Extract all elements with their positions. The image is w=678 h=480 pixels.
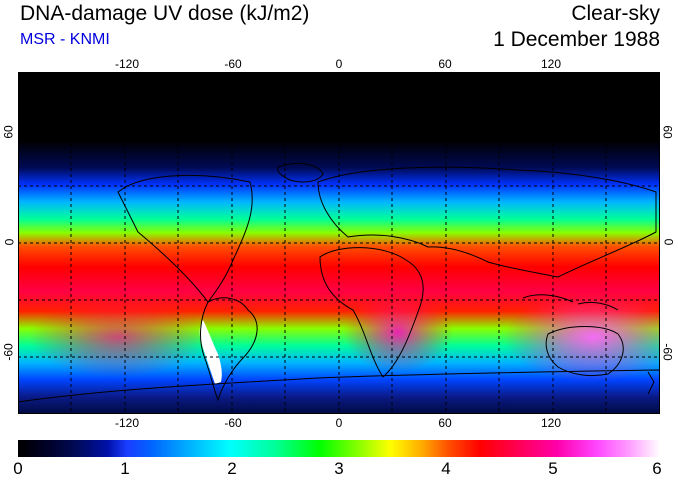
- lon-tick-top: -120: [114, 57, 140, 71]
- sky-condition: Clear-sky: [571, 2, 660, 25]
- colorbar-label: 1: [120, 459, 130, 478]
- andes-peak: [199, 320, 222, 384]
- lon-tick-top: 60: [438, 57, 452, 71]
- lon-tick-top: 0: [335, 57, 343, 71]
- lat-tick-right: -60: [660, 343, 675, 361]
- source-label: MSR - KNMI: [20, 31, 110, 48]
- map-title: DNA-damage UV dose (kJ/m2): [20, 2, 310, 25]
- lon-tick-bottom: 60: [438, 416, 452, 430]
- colorbar-label: 2: [227, 459, 237, 478]
- colorbar-label: 3: [334, 459, 344, 478]
- map-date: 1 December 1988: [493, 28, 660, 51]
- hotspot-africa: [343, 292, 453, 372]
- colorbar-label: 6: [652, 459, 662, 478]
- lon-tick-bottom: -120: [114, 416, 140, 430]
- lon-tick-top: 120: [540, 57, 562, 71]
- lon-tick-top: -60: [224, 57, 242, 71]
- graticule: [18, 72, 660, 414]
- lat-tick-left: 0: [2, 238, 17, 246]
- lat-tick-right: 60: [660, 125, 675, 139]
- colorbar-label: 0: [13, 459, 23, 478]
- lon-tick-bottom: -60: [224, 416, 242, 430]
- hotspot-pacific: [28, 297, 208, 377]
- lat-tick-right: 0: [661, 238, 676, 246]
- lat-tick-left: -60: [1, 343, 16, 361]
- map-frame: [18, 72, 660, 414]
- lon-tick-bottom: 0: [335, 416, 343, 430]
- colorbar-label: 5: [548, 459, 558, 478]
- colorbar-label: 4: [441, 459, 451, 478]
- lat-tick-left: 60: [1, 125, 16, 139]
- colorbar: [18, 440, 660, 457]
- uv-dose-map: [18, 72, 660, 414]
- lon-tick-bottom: 120: [540, 416, 562, 430]
